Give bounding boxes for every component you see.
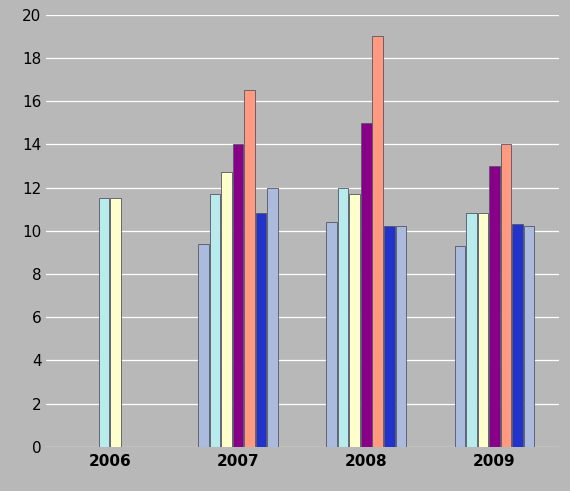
Bar [99,198,109,447]
Bar [221,172,232,447]
Bar [384,226,394,447]
Bar [326,222,337,447]
Bar [210,194,220,447]
Bar [244,90,255,447]
Bar [372,36,383,447]
Bar [478,214,488,447]
Bar [361,123,372,447]
Bar [396,226,406,447]
Bar [233,144,243,447]
Bar [110,198,121,447]
Bar [489,166,500,447]
Bar [512,224,523,447]
Bar [524,226,535,447]
Bar [466,214,477,447]
Bar [338,188,348,447]
Bar [500,144,511,447]
Bar [267,188,278,447]
Bar [349,194,360,447]
Bar [454,246,465,447]
Bar [256,214,266,447]
Bar [198,244,209,447]
